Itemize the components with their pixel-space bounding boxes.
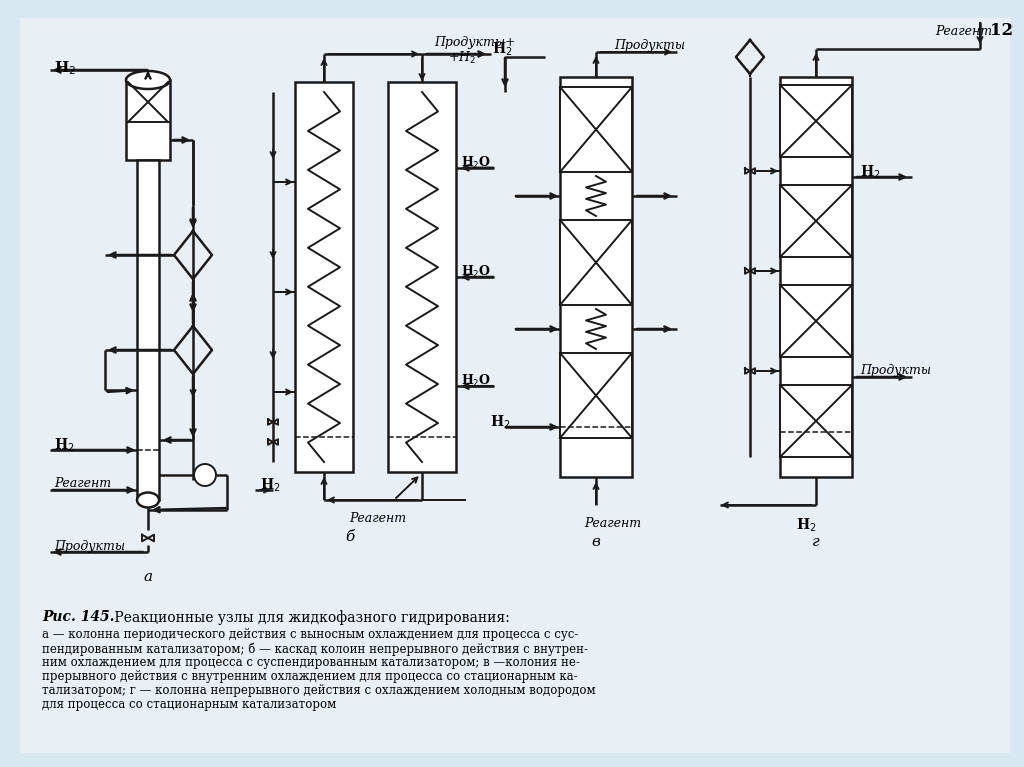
Text: в: в <box>592 535 600 549</box>
Text: б: б <box>345 530 354 544</box>
Text: Продукты: Продукты <box>860 364 931 377</box>
Text: Реагент: Реагент <box>584 517 641 530</box>
Bar <box>780 77 852 477</box>
Text: H$_2$O: H$_2$O <box>461 374 492 390</box>
Text: Рис. 145.: Рис. 145. <box>42 610 115 624</box>
Text: тализатором; г — колонна непрерывного действия с охлаждением холодным водородом: тализатором; г — колонна непрерывного де… <box>42 684 596 697</box>
Text: H$_2$: H$_2$ <box>860 164 881 182</box>
Bar <box>780 85 852 157</box>
Text: 12: 12 <box>990 22 1013 39</box>
Text: Реагент: Реагент <box>935 25 992 38</box>
Text: Продукты: Продукты <box>54 540 125 553</box>
Text: Реагент: Реагент <box>54 477 112 490</box>
Text: H$_2$: H$_2$ <box>54 437 75 454</box>
Bar <box>560 77 632 477</box>
Bar <box>388 82 456 472</box>
Ellipse shape <box>126 71 170 89</box>
Text: H$_2$: H$_2$ <box>260 477 281 495</box>
Text: +H$_2$: +H$_2$ <box>449 50 476 66</box>
Text: H$_2$: H$_2$ <box>54 59 76 77</box>
Text: ним охлаждением для процесса с суспендированным катализатором; в —колония не-: ним охлаждением для процесса с суспендир… <box>42 656 580 669</box>
Bar <box>560 87 632 172</box>
Text: H$_2$O: H$_2$O <box>461 264 492 280</box>
Text: H$_2$: H$_2$ <box>492 41 512 58</box>
Circle shape <box>194 464 216 486</box>
Text: прерывного действия с внутренним охлаждением для процесса со стационарным ка-: прерывного действия с внутренним охлажде… <box>42 670 578 683</box>
Bar <box>126 80 170 160</box>
Text: а: а <box>143 570 153 584</box>
Bar <box>295 82 353 472</box>
Text: H$_2$: H$_2$ <box>796 517 816 535</box>
Text: Реакционные узлы для жидкофазного гидрирования:: Реакционные узлы для жидкофазного гидрир… <box>110 610 510 625</box>
Bar <box>780 385 852 457</box>
Text: H$_2$: H$_2$ <box>489 414 510 431</box>
Ellipse shape <box>137 492 159 508</box>
Text: г: г <box>812 535 820 549</box>
Text: H$_2$O: H$_2$O <box>461 155 492 171</box>
Text: Реагент: Реагент <box>349 512 407 525</box>
Text: Продукты+: Продукты+ <box>434 36 515 49</box>
Text: Продукты: Продукты <box>614 39 685 52</box>
Bar <box>560 353 632 438</box>
Text: а — колонна периодического действия с выносным охлаждением для процесса с сус-: а — колонна периодического действия с вы… <box>42 628 579 641</box>
Text: для процесса со стационарным катализатором: для процесса со стационарным катализатор… <box>42 698 336 711</box>
Bar <box>780 285 852 357</box>
Bar <box>137 160 159 500</box>
Bar <box>560 220 632 305</box>
Bar <box>780 185 852 257</box>
Text: пендированным катализатором; б — каскад колоин непрерывного действия с внутрен-: пендированным катализатором; б — каскад … <box>42 642 588 656</box>
